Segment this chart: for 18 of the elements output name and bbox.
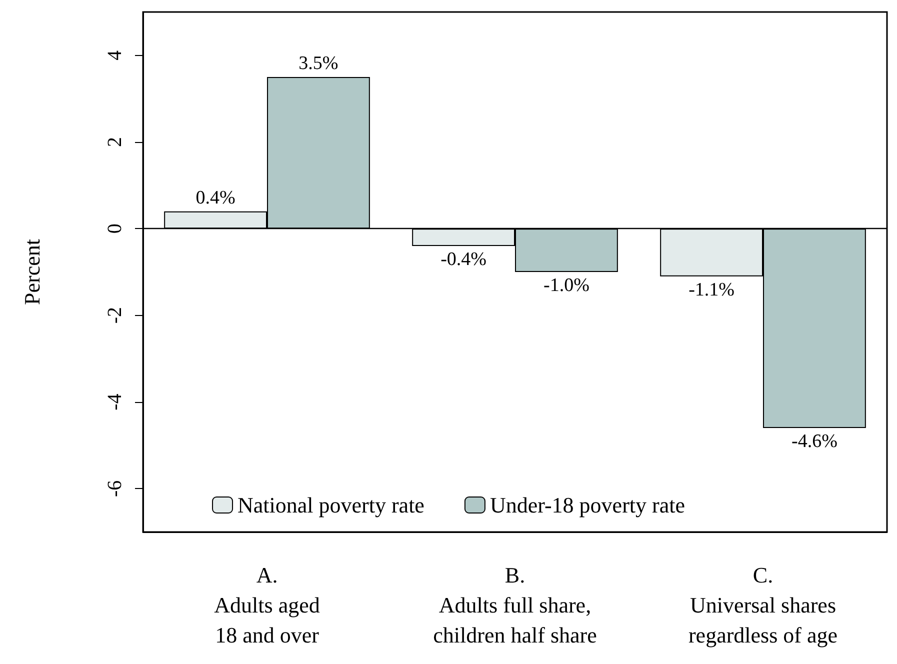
y-axis-title: Percent — [20, 239, 44, 305]
data-label: -4.6% — [792, 431, 838, 452]
data-label: 0.4% — [196, 187, 236, 208]
legend-label: Under-18 poverty rate — [490, 492, 685, 518]
y-tick-label: 0 — [104, 224, 126, 234]
data-label: -1.1% — [688, 279, 735, 300]
x-tick-label: A. Adults aged 18 and over — [214, 562, 320, 648]
y-tick-label: 4 — [104, 50, 126, 60]
x-tick-label: C. Universal shares regardless of age — [688, 562, 838, 648]
data-label: -1.0% — [544, 275, 590, 296]
x-tick-label: B. Adults full share, children half share — [433, 562, 597, 648]
y-tick-label: -4 — [104, 394, 126, 410]
y-tick-label: -6 — [104, 480, 126, 498]
y-tick-label: -2 — [104, 306, 126, 324]
y-tick-label: 2 — [104, 137, 126, 147]
data-label: -0.4% — [440, 249, 487, 270]
legend-label: National poverty rate — [238, 492, 424, 518]
data-label: 3.5% — [298, 53, 338, 74]
